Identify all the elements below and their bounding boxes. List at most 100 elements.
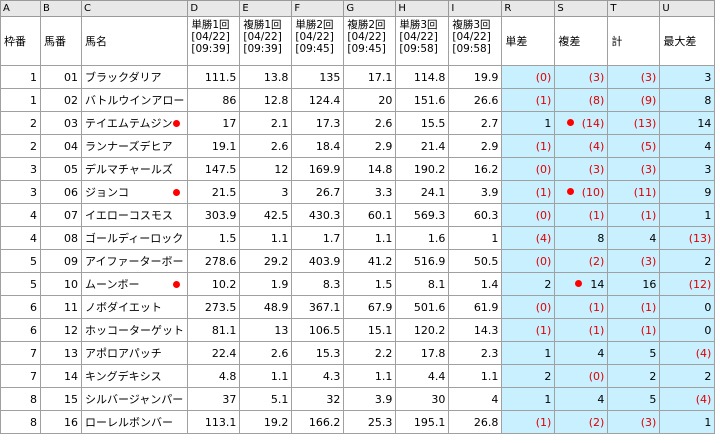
cell-umaban[interactable]: 05 [40, 157, 82, 181]
cell-total[interactable]: 5 [607, 387, 661, 411]
cell-win-odds-3[interactable]: 8.1 [395, 272, 450, 296]
cell-max-diff[interactable]: 0 [659, 295, 716, 319]
cell-waku[interactable]: 5 [0, 249, 41, 273]
cell-total[interactable]: (3) [607, 249, 661, 273]
cell-win-odds-3[interactable]: 15.5 [395, 111, 450, 135]
cell-place-diff[interactable]: (0) [554, 364, 609, 388]
cell-place-odds-1[interactable]: 19.2 [239, 410, 293, 434]
col-letter-e[interactable]: E [239, 0, 293, 17]
cell-win-odds-1[interactable]: 113.1 [187, 410, 241, 434]
cell-place-diff[interactable]: (4) [554, 134, 609, 158]
cell-win-odds-1[interactable]: 10.2 [187, 272, 241, 296]
cell-total[interactable]: 16 [607, 272, 661, 296]
cell-place-diff[interactable]: (3) [554, 65, 609, 89]
cell-win-odds-1[interactable]: 86 [187, 88, 241, 112]
cell-max-diff[interactable]: (13) [659, 226, 716, 250]
cell-win-odds-2[interactable]: 124.4 [291, 88, 345, 112]
cell-waku[interactable]: 3 [0, 180, 41, 204]
cell-win-odds-3[interactable]: 17.8 [395, 341, 450, 365]
cell-win-diff[interactable]: (0) [501, 157, 556, 181]
cell-horse-name[interactable]: キングデキシス [80, 364, 189, 388]
cell-place-odds-2[interactable]: 2.9 [343, 134, 397, 158]
col-letter-i[interactable]: I [448, 0, 503, 17]
cell-waku[interactable]: 1 [0, 65, 41, 89]
cell-win-odds-1[interactable]: 81.1 [187, 318, 241, 342]
header-umaban[interactable]: 馬番 [40, 16, 82, 66]
cell-place-diff[interactable]: (14) [554, 111, 609, 135]
cell-win-odds-1[interactable]: 4.8 [187, 364, 241, 388]
cell-horse-name[interactable]: ホッコーターゲット [80, 318, 189, 342]
cell-win-diff[interactable]: (1) [501, 88, 556, 112]
cell-max-diff[interactable]: 1 [659, 410, 716, 434]
cell-win-diff[interactable]: (0) [501, 295, 556, 319]
cell-max-diff[interactable]: 8 [659, 88, 716, 112]
cell-win-odds-3[interactable]: 1.6 [395, 226, 450, 250]
cell-place-odds-1[interactable]: 48.9 [239, 295, 293, 319]
cell-place-diff[interactable]: (3) [554, 157, 609, 181]
cell-waku[interactable]: 3 [0, 157, 41, 181]
cell-place-odds-2[interactable]: 20 [343, 88, 397, 112]
cell-waku[interactable]: 6 [0, 295, 41, 319]
cell-place-odds-3[interactable]: 26.6 [448, 88, 503, 112]
cell-waku[interactable]: 6 [0, 318, 41, 342]
cell-place-odds-1[interactable]: 2.1 [239, 111, 293, 135]
cell-win-odds-2[interactable]: 17.3 [291, 111, 345, 135]
cell-place-odds-1[interactable]: 1.1 [239, 364, 293, 388]
header-horse-name[interactable]: 馬名 [80, 16, 189, 66]
cell-place-odds-1[interactable]: 29.2 [239, 249, 293, 273]
col-letter-f[interactable]: F [291, 0, 345, 17]
cell-win-odds-1[interactable]: 21.5 [187, 180, 241, 204]
cell-win-diff[interactable]: (1) [501, 410, 556, 434]
cell-waku[interactable]: 7 [0, 364, 41, 388]
cell-place-odds-2[interactable]: 15.1 [343, 318, 397, 342]
cell-place-diff[interactable]: (2) [554, 249, 609, 273]
cell-win-diff[interactable]: 2 [501, 272, 556, 296]
cell-place-odds-1[interactable]: 13 [239, 318, 293, 342]
cell-place-odds-3[interactable]: 2.7 [448, 111, 503, 135]
cell-win-odds-2[interactable]: 4.3 [291, 364, 345, 388]
cell-horse-name[interactable]: デルマチャールズ [80, 157, 189, 181]
cell-max-diff[interactable]: 2 [659, 249, 716, 273]
cell-place-odds-3[interactable]: 50.5 [448, 249, 503, 273]
cell-umaban[interactable]: 06 [40, 180, 82, 204]
cell-place-odds-2[interactable]: 1.5 [343, 272, 397, 296]
cell-place-diff[interactable]: 8 [554, 226, 609, 250]
cell-place-diff[interactable]: 14 [554, 272, 609, 296]
cell-win-diff[interactable]: 2 [501, 364, 556, 388]
cell-umaban[interactable]: 02 [40, 88, 82, 112]
cell-place-odds-3[interactable]: 60.3 [448, 203, 503, 227]
cell-horse-name[interactable]: ムーンボー [80, 272, 189, 296]
cell-win-diff[interactable]: (1) [501, 180, 556, 204]
cell-place-odds-3[interactable]: 1 [448, 226, 503, 250]
cell-place-odds-2[interactable]: 1.1 [343, 364, 397, 388]
cell-place-diff[interactable]: (2) [554, 410, 609, 434]
cell-total[interactable]: 5 [607, 341, 661, 365]
cell-waku[interactable]: 1 [0, 88, 41, 112]
cell-total[interactable]: (3) [607, 65, 661, 89]
cell-waku[interactable]: 8 [0, 410, 41, 434]
cell-place-odds-3[interactable]: 2.3 [448, 341, 503, 365]
cell-max-diff[interactable]: 4 [659, 134, 716, 158]
header-place-diff[interactable]: 複差 [554, 16, 609, 66]
col-letter-d[interactable]: D [187, 0, 241, 17]
cell-place-odds-1[interactable]: 12 [239, 157, 293, 181]
cell-umaban[interactable]: 10 [40, 272, 82, 296]
cell-place-odds-3[interactable]: 3.9 [448, 180, 503, 204]
cell-place-odds-3[interactable]: 4 [448, 387, 503, 411]
cell-win-odds-2[interactable]: 15.3 [291, 341, 345, 365]
cell-waku[interactable]: 2 [0, 134, 41, 158]
cell-waku[interactable]: 4 [0, 203, 41, 227]
cell-win-odds-1[interactable]: 17 [187, 111, 241, 135]
cell-win-odds-2[interactable]: 135 [291, 65, 345, 89]
cell-total[interactable]: (1) [607, 295, 661, 319]
cell-win-diff[interactable]: (0) [501, 249, 556, 273]
cell-win-odds-3[interactable]: 114.8 [395, 65, 450, 89]
cell-win-odds-3[interactable]: 190.2 [395, 157, 450, 181]
cell-horse-name[interactable]: ジョンコ [80, 180, 189, 204]
cell-win-odds-3[interactable]: 569.3 [395, 203, 450, 227]
cell-total[interactable]: (5) [607, 134, 661, 158]
cell-place-odds-1[interactable]: 13.8 [239, 65, 293, 89]
cell-win-odds-2[interactable]: 367.1 [291, 295, 345, 319]
cell-umaban[interactable]: 12 [40, 318, 82, 342]
cell-place-odds-1[interactable]: 1.1 [239, 226, 293, 250]
